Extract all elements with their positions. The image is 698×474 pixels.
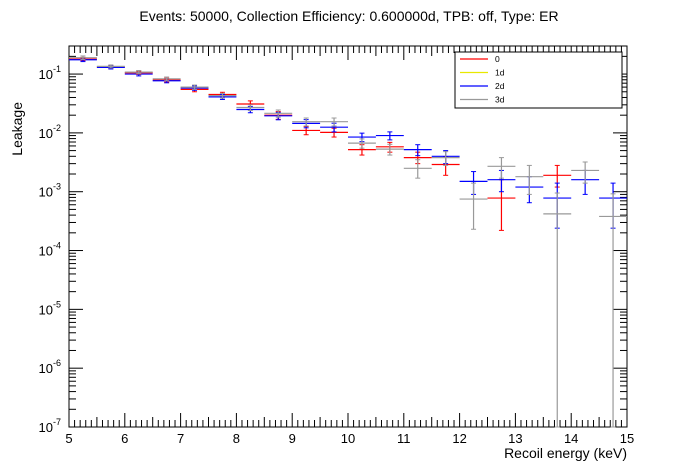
data-point — [515, 164, 544, 195]
x-tick-label: 13 — [508, 431, 522, 446]
x-axis-title: Recoil energy (keV) — [504, 445, 627, 461]
series-3d — [69, 55, 627, 428]
x-tick-label: 12 — [452, 431, 466, 446]
data-point — [571, 161, 600, 184]
y-tick-label: 10-2 — [39, 123, 61, 141]
x-tick-label: 5 — [65, 431, 72, 446]
y-tick-label: 10-7 — [39, 417, 61, 435]
data-point — [320, 117, 348, 127]
data-point — [292, 117, 321, 127]
data-point — [124, 69, 153, 75]
data-point — [348, 138, 376, 149]
data-point — [403, 159, 432, 179]
x-axis: 5 6 7 8 9 10 11 12 13 14 15 — [65, 46, 634, 446]
data-point — [180, 84, 209, 90]
data-point — [375, 143, 404, 156]
data-point — [236, 104, 265, 112]
data-point — [487, 157, 516, 179]
y-axis: 10-7 10-6 10-5 10-4 10-3 10-2 10-1 — [39, 45, 627, 435]
data-point — [543, 192, 572, 428]
legend: 0 1d 2d 3d — [454, 51, 623, 109]
chart-title: Events: 50000, Collection Efficiency: 0.… — [139, 8, 558, 24]
legend-label: 0 — [495, 54, 500, 64]
data-point — [264, 109, 293, 118]
data-point — [403, 144, 432, 157]
data-point — [599, 193, 627, 428]
data-point — [96, 64, 125, 69]
legend-label: 3d — [495, 95, 505, 105]
x-tick-label: 15 — [620, 431, 634, 446]
x-tick-label: 14 — [564, 431, 578, 446]
data-point — [69, 55, 97, 60]
y-tick-label: 10-3 — [39, 182, 61, 200]
x-tick-label: 7 — [177, 431, 184, 446]
data-point — [152, 76, 181, 82]
y-axis-title: Leakage — [9, 102, 25, 156]
x-tick-label: 11 — [397, 431, 411, 446]
y-tick-label: 10-5 — [39, 299, 61, 317]
x-tick-label: 8 — [233, 431, 240, 446]
legend-entry-2d: 2d — [460, 81, 505, 91]
data-point — [431, 151, 460, 166]
y-tick-label: 10-4 — [39, 241, 61, 259]
x-tick-label: 10 — [341, 431, 355, 446]
legend-label: 2d — [495, 81, 505, 91]
legend-entry-3d: 3d — [460, 95, 505, 105]
legend-box — [454, 51, 623, 109]
x-tick-label: 6 — [121, 431, 128, 446]
y-tick-label: 10-1 — [39, 64, 61, 82]
y-tick-label: 10-6 — [39, 358, 61, 376]
legend-label: 1d — [495, 68, 505, 78]
data-point — [375, 131, 404, 141]
data-point — [208, 92, 237, 99]
data-point — [459, 182, 488, 230]
x-tick-label: 9 — [289, 431, 296, 446]
legend-entry-1d: 1d — [460, 68, 505, 78]
legend-entry-0: 0 — [460, 54, 500, 64]
series-layer — [69, 55, 627, 428]
